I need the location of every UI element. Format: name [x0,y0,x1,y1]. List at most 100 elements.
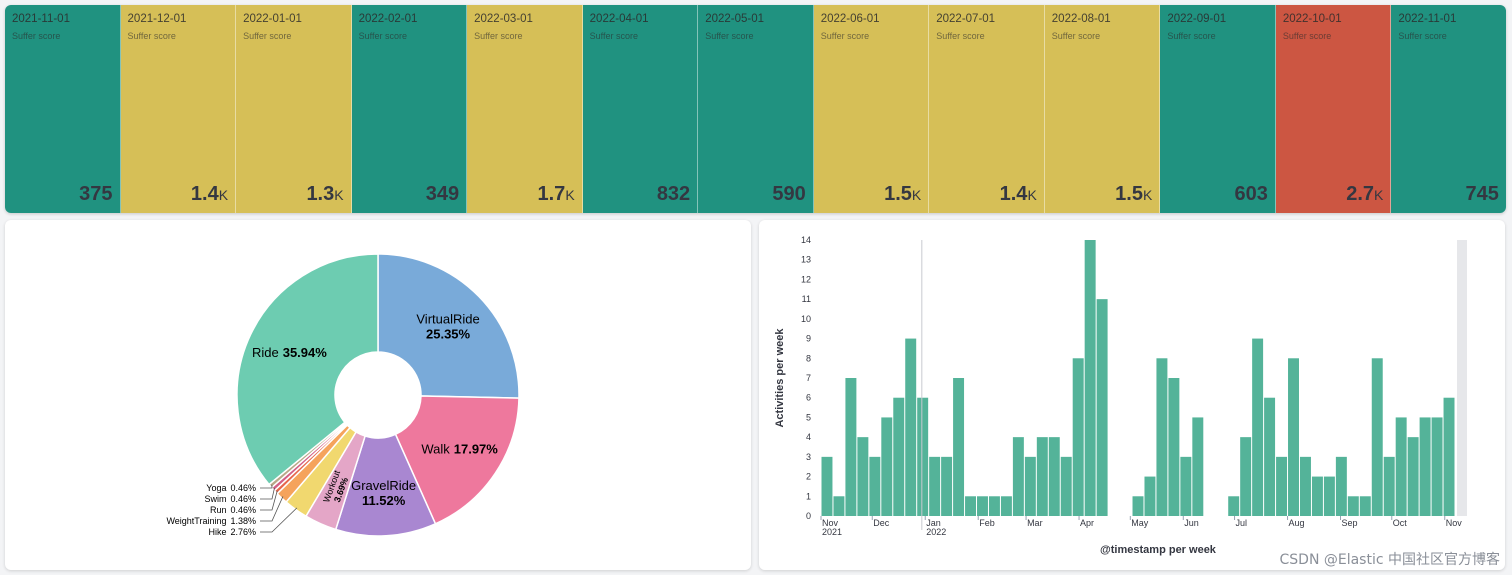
week-bar[interactable] [1347,496,1359,516]
week-bar[interactable] [1156,358,1168,516]
week-bar[interactable] [1359,496,1371,516]
week-bar[interactable] [1419,417,1431,516]
week-bar[interactable] [1443,397,1455,516]
x-tick-label: Nov [822,518,839,528]
pie-slice-ride[interactable] [236,253,379,486]
week-bar[interactable] [1276,456,1288,516]
week-bar[interactable] [1144,476,1156,516]
pie-callout-label: Swim 0.46% [204,494,256,504]
week-bar[interactable] [1060,456,1072,516]
metric-date: 2022-05-01 [705,13,765,25]
week-bar[interactable] [1084,240,1096,516]
y-tick-label: 4 [806,432,811,442]
week-bar[interactable] [1395,417,1407,516]
metric-tile[interactable]: 2022-06-01 Suffer score 1.5K [813,5,930,213]
metric-value: 1.4K [191,183,228,206]
metric-label: Suffer score [1282,31,1332,41]
metric-tile[interactable]: 2022-07-01 Suffer score 1.4K [929,5,1045,213]
week-bar[interactable] [929,456,941,516]
week-bar[interactable] [1024,456,1036,516]
week-bar[interactable] [1168,378,1180,516]
metric-tile[interactable]: 2022-03-01 Suffer score 1.7K [467,5,583,213]
week-bar[interactable] [1252,338,1264,516]
y-tick-label: 2 [806,472,811,482]
metric-number: 349 [425,183,460,205]
week-bar[interactable] [845,378,857,516]
pie-slice-gravelride[interactable] [334,433,437,537]
x-tick-label: Sep [1342,518,1358,528]
pie-slice-virtualride[interactable] [377,253,520,399]
week-bar[interactable] [1228,496,1240,516]
chart-scroll-strip[interactable] [1457,240,1467,516]
pie-label-name: Ride [252,345,279,360]
metric-label: Suffer score [705,31,754,41]
week-bar[interactable] [1311,476,1323,516]
week-bar[interactable] [1371,358,1383,516]
week-bar[interactable] [893,397,905,516]
week-bar[interactable] [1072,358,1084,516]
week-bar[interactable] [1132,496,1144,516]
week-bar[interactable] [1288,358,1299,516]
week-bar[interactable] [1000,496,1012,516]
week-bar[interactable] [1096,299,1108,516]
pie-label: VirtualRide [416,311,479,326]
x-tick-label: Oct [1393,518,1408,528]
week-bar[interactable] [1299,456,1311,516]
y-tick-label: 1 [806,491,811,501]
metric-value: 1.5K [1115,183,1152,206]
metric-number: 1.3 [306,183,335,205]
metric-tile[interactable]: 2022-05-01 Suffer score 590 [698,5,814,213]
week-bar[interactable] [1048,437,1060,516]
metric-label: Suffer score [820,31,870,41]
metric-value: 1.3K [306,183,343,206]
week-bar[interactable] [941,456,953,516]
metric-label: Suffer score [474,31,523,41]
week-bar[interactable] [977,496,988,516]
metric-tile[interactable]: 2022-04-01 Suffer score 832 [582,5,699,213]
y-tick-label: 3 [806,452,811,462]
x-axis-title: @timestamp per week [1100,544,1217,556]
week-bar[interactable] [1407,437,1419,516]
metric-label: Suffer score [12,31,61,41]
metric-tile[interactable]: 2022-10-01 Suffer score 2.7K [1275,5,1392,213]
week-bar[interactable] [953,378,965,516]
pie-label-name: VirtualRide [416,311,479,326]
metric-tile[interactable]: 2022-09-01 Suffer score 603 [1160,5,1276,213]
metric-date: 2022-06-01 [820,13,880,25]
pie-callout-name: Run [210,505,227,515]
metric-tile[interactable]: 2021-11-01 Suffer score 375 [5,5,121,213]
week-bar[interactable] [1264,397,1276,516]
pie-callout-percent: 0.46% [230,494,256,504]
metric-number: 1.7 [537,183,566,205]
week-bar[interactable] [869,456,881,516]
week-bar[interactable] [1192,417,1204,516]
metric-tile[interactable]: 2021-12-01 Suffer score 1.4K [120,5,237,213]
week-bar[interactable] [857,437,869,516]
week-bar[interactable] [917,397,929,516]
metric-value: 375 [79,183,112,206]
week-bar[interactable] [1323,476,1335,516]
metric-date: 2022-03-01 [474,13,533,25]
metric-suffix: K [218,187,229,203]
pie-slice-walk[interactable] [394,395,520,525]
week-bar[interactable] [881,417,893,516]
week-bar[interactable] [1335,456,1347,516]
week-bar[interactable] [1383,456,1395,516]
week-bar[interactable] [1036,437,1048,516]
week-bar[interactable] [905,338,917,516]
week-bar[interactable] [1431,417,1443,516]
week-bar[interactable] [1180,456,1192,516]
metric-tile[interactable]: 2022-11-01 Suffer score 745 [1391,5,1506,213]
week-bar[interactable] [988,496,1000,516]
week-bar[interactable] [965,496,977,516]
metric-tile[interactable]: 2022-02-01 Suffer score 349 [351,5,468,213]
metric-tile[interactable]: 2022-01-01 Suffer score 1.3K [236,5,352,213]
metric-date: 2022-11-01 [1398,13,1457,25]
metric-tile[interactable]: 2022-08-01 Suffer score 1.5K [1044,5,1161,213]
activities-per-week-panel: 0 1 2 3 4 5 6 7 8 9 10 11 12 13 14 Nov 2021 Dec Jan 2022 Feb… [759,220,1505,570]
metric-value: 1.4K [1000,183,1037,206]
week-bar[interactable] [1012,437,1024,516]
week-bar[interactable] [833,496,845,516]
week-bar[interactable] [1240,437,1252,516]
week-bar[interactable] [821,456,833,516]
